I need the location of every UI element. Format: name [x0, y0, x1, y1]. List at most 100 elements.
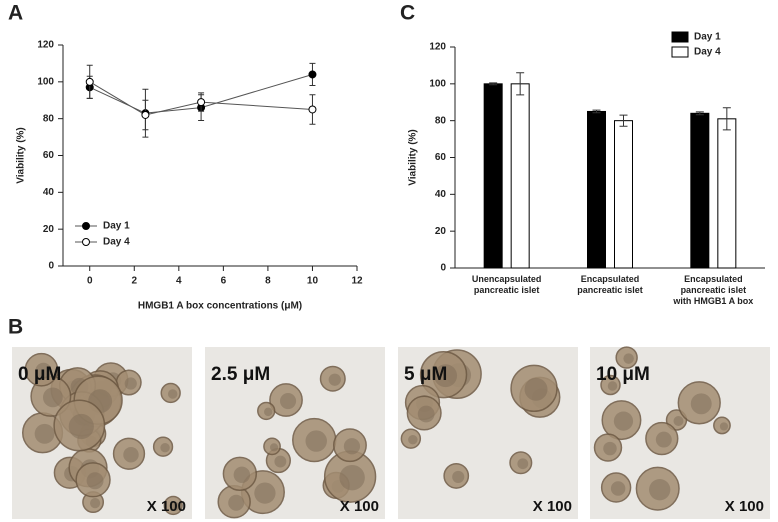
cell-core	[269, 443, 279, 452]
cell-core	[603, 441, 617, 456]
cell-core	[228, 494, 245, 511]
cell-core	[452, 470, 465, 483]
y-tick-label: 100	[429, 78, 446, 89]
x-tick-label: 12	[351, 276, 363, 287]
magnification-label: X 100	[725, 498, 764, 515]
y-tick-label: 100	[37, 76, 54, 87]
x-tick-label: 2	[131, 276, 137, 287]
micrograph	[205, 347, 385, 519]
y-axis-label: Viability (%)	[408, 129, 419, 186]
y-tick-label: 80	[435, 115, 447, 126]
marker	[85, 77, 94, 86]
y-tick-label: 60	[435, 152, 447, 163]
micrograph	[590, 346, 770, 519]
legend-label: Day 4	[694, 47, 721, 58]
micrograph	[12, 347, 192, 519]
concentration-label: 10 μM	[596, 364, 650, 385]
category-label-box: Unencapsulated pancreatic islet	[471, 274, 542, 295]
magnification-label: X 100	[533, 498, 572, 515]
cell-core	[343, 438, 361, 455]
concentration-label: 5 μM	[404, 364, 447, 385]
cell-core	[35, 362, 52, 379]
cell-core	[264, 407, 273, 417]
y-tick-label: 120	[429, 42, 446, 53]
cell-core	[233, 466, 251, 484]
y-tick-label: 0	[440, 263, 446, 274]
panel-label: B	[8, 316, 23, 339]
x-tick-label: Unencapsulated pancreatic islet	[471, 274, 542, 295]
cell-core	[719, 422, 729, 431]
category-label-box: Encapsulated pancreatic islet with HMGB1…	[673, 274, 754, 306]
legend-marker	[82, 238, 90, 246]
legend-swatch	[671, 31, 689, 43]
x-tick-label: 8	[265, 276, 271, 287]
cell-core	[623, 353, 634, 364]
cell-core	[167, 389, 178, 399]
y-tick-label: 40	[435, 189, 447, 200]
cell-core	[90, 498, 101, 509]
cell-core	[68, 413, 94, 440]
bar	[717, 118, 737, 269]
y-tick-label: 40	[43, 187, 55, 198]
cell-core	[610, 481, 626, 496]
y-tick-label: 80	[43, 113, 55, 124]
cell-core	[124, 377, 137, 390]
y-tick-label: 0	[48, 261, 54, 272]
x-axis-label: HMGB1 A box concentrations (μM)	[138, 301, 302, 312]
cell-core	[170, 502, 180, 511]
cell-core	[517, 458, 529, 470]
cell-core	[274, 455, 287, 468]
y-tick-label: 20	[435, 226, 447, 237]
panel-label: A	[8, 2, 23, 25]
concentration-label: 0 μM	[18, 364, 61, 385]
marker	[141, 110, 150, 119]
bar	[690, 112, 710, 269]
x-tick-label: Encapsulated pancreatic islet	[577, 274, 643, 295]
bar	[587, 110, 606, 269]
concentration-label: 2.5 μM	[211, 364, 270, 385]
error-bar	[695, 111, 704, 116]
y-tick-label: 60	[43, 150, 55, 161]
cell-core	[328, 373, 341, 386]
cell-core	[673, 416, 684, 427]
cell-core	[408, 434, 418, 445]
cell-core	[339, 464, 365, 491]
cell-core	[305, 430, 327, 452]
cell-core	[34, 423, 55, 444]
series-line	[89, 81, 313, 116]
cell-core	[690, 393, 712, 415]
legend-label: Day 4	[103, 237, 130, 248]
marker	[308, 105, 317, 114]
error-bar	[619, 114, 628, 127]
cell-core	[607, 381, 618, 391]
error-bar	[489, 82, 498, 86]
cell-core	[613, 411, 634, 431]
x-tick-label: 4	[176, 276, 182, 287]
x-tick-label: 6	[221, 276, 227, 287]
cell-core	[524, 377, 548, 401]
cell-core	[123, 447, 139, 463]
x-tick-label: Encapsulated pancreatic islet with HMGB1…	[673, 274, 754, 306]
marker	[197, 98, 206, 107]
cell-core	[86, 472, 104, 490]
magnification-label: X 100	[147, 498, 186, 515]
error-bar	[516, 72, 525, 96]
y-tick-label: 120	[37, 40, 54, 51]
cell-core	[417, 405, 435, 423]
error-bar	[592, 109, 601, 114]
legend-marker	[82, 222, 90, 230]
error-bar	[722, 107, 731, 131]
category-label-box: Encapsulated pancreatic islet	[577, 274, 643, 295]
cell-core	[160, 442, 170, 453]
magnification-label: X 100	[340, 498, 379, 515]
x-tick-label: 10	[307, 276, 319, 287]
cell-core	[655, 431, 672, 448]
cell-core	[649, 479, 671, 501]
y-axis-label: Viability (%)	[16, 127, 27, 184]
legend-label: Day 1	[103, 221, 130, 232]
cell-core	[42, 387, 63, 408]
cell-core	[254, 482, 276, 504]
marker	[308, 70, 317, 79]
cell-core	[434, 364, 458, 388]
